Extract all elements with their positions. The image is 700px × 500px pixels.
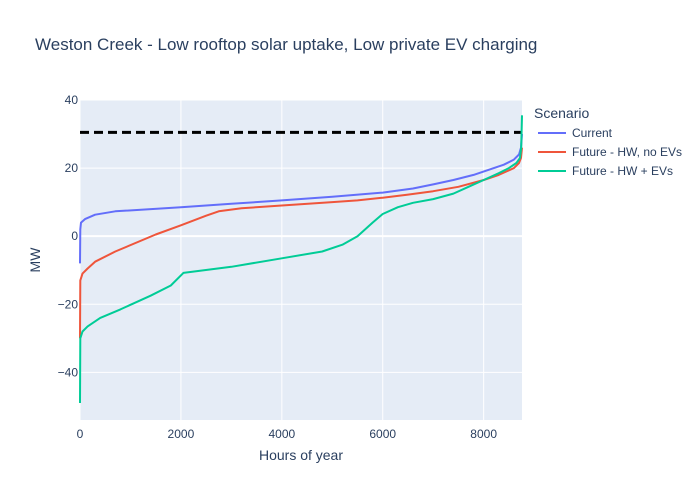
x-axis-title: Hours of year bbox=[259, 447, 343, 463]
y-tick-label: −20 bbox=[58, 297, 79, 311]
legend: Scenario Current Future - HW, no EVs Futur… bbox=[534, 105, 682, 178]
plot-area bbox=[80, 100, 522, 420]
x-tick-label: 8000 bbox=[470, 427, 497, 441]
x-tick-label: 6000 bbox=[369, 427, 396, 441]
y-tick-label: 40 bbox=[65, 93, 79, 107]
series-line-2 bbox=[79, 115, 523, 404]
x-axis-ticks: 0 2000 4000 6000 8000 bbox=[77, 427, 498, 441]
series-lines bbox=[79, 115, 523, 404]
series-line-0 bbox=[79, 133, 523, 264]
legend-label: Future - HW, no EVs bbox=[572, 145, 682, 159]
chart-title: Weston Creek - Low rooftop solar uptake,… bbox=[35, 35, 537, 54]
legend-label: Current bbox=[572, 126, 613, 140]
legend-label: Future - HW + EVs bbox=[572, 164, 673, 178]
y-tick-label: −40 bbox=[58, 365, 79, 379]
y-tick-label: 20 bbox=[65, 161, 79, 175]
x-tick-label: 4000 bbox=[268, 427, 295, 441]
legend-title: Scenario bbox=[534, 105, 589, 121]
series-line-1 bbox=[79, 147, 523, 339]
y-axis-ticks: −40 −20 0 20 40 bbox=[58, 93, 79, 379]
x-tick-label: 0 bbox=[77, 427, 84, 441]
y-axis-title: MW bbox=[27, 247, 43, 273]
y-tick-label: 0 bbox=[71, 229, 78, 243]
x-tick-label: 2000 bbox=[168, 427, 195, 441]
